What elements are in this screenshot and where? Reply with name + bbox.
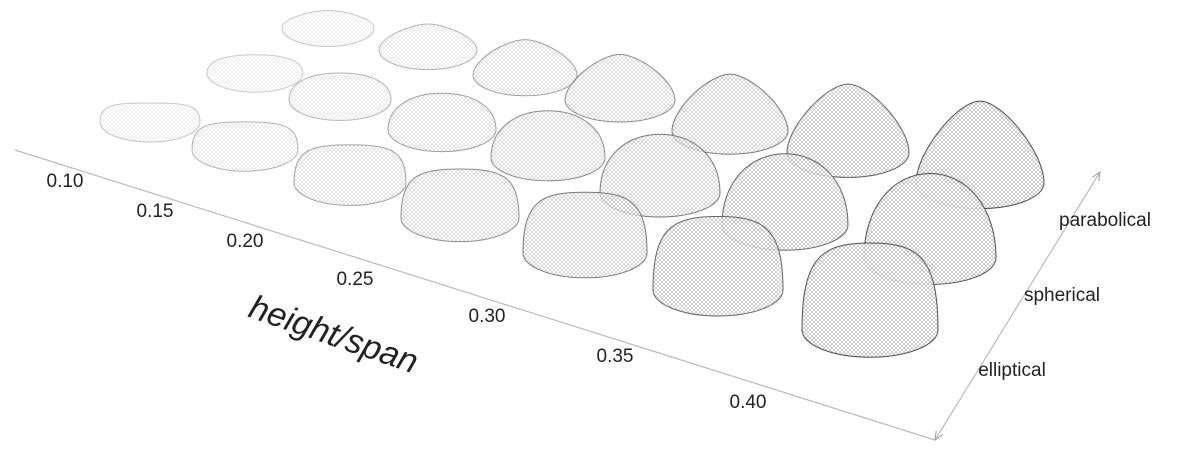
dome <box>401 169 519 242</box>
dome <box>653 217 783 316</box>
dome <box>100 103 200 142</box>
dome <box>289 73 391 120</box>
shape-label: spherical <box>1024 285 1100 306</box>
axis-title: height/span <box>244 288 423 381</box>
dome <box>802 243 938 357</box>
dome <box>282 11 374 47</box>
dome <box>565 54 675 122</box>
dome <box>379 24 477 70</box>
height-span-label: 0.10 <box>47 171 84 192</box>
height-span-label: 0.35 <box>597 346 634 367</box>
page: {"axis_title": "height/span", "height_sp… <box>0 0 1182 450</box>
domes <box>100 11 1044 358</box>
height-span-label: 0.40 <box>730 392 767 413</box>
dome <box>388 93 496 151</box>
height-span-label: 0.25 <box>337 269 374 290</box>
height-span-label: 0.30 <box>469 306 506 327</box>
shape-label: parabolical <box>1059 210 1151 231</box>
dome <box>473 40 577 96</box>
dome-diagram: height/span 0.10 0.15 0.20 0.25 0.30 0.35 0.40… <box>0 0 1182 450</box>
dome <box>294 145 406 205</box>
height-span-label: 0.20 <box>227 231 264 252</box>
dome <box>523 192 647 278</box>
height-span-label: 0.15 <box>137 201 174 222</box>
dome <box>491 111 605 181</box>
shape-label: elliptical <box>978 360 1046 381</box>
dome <box>192 122 298 171</box>
dome <box>207 55 303 92</box>
